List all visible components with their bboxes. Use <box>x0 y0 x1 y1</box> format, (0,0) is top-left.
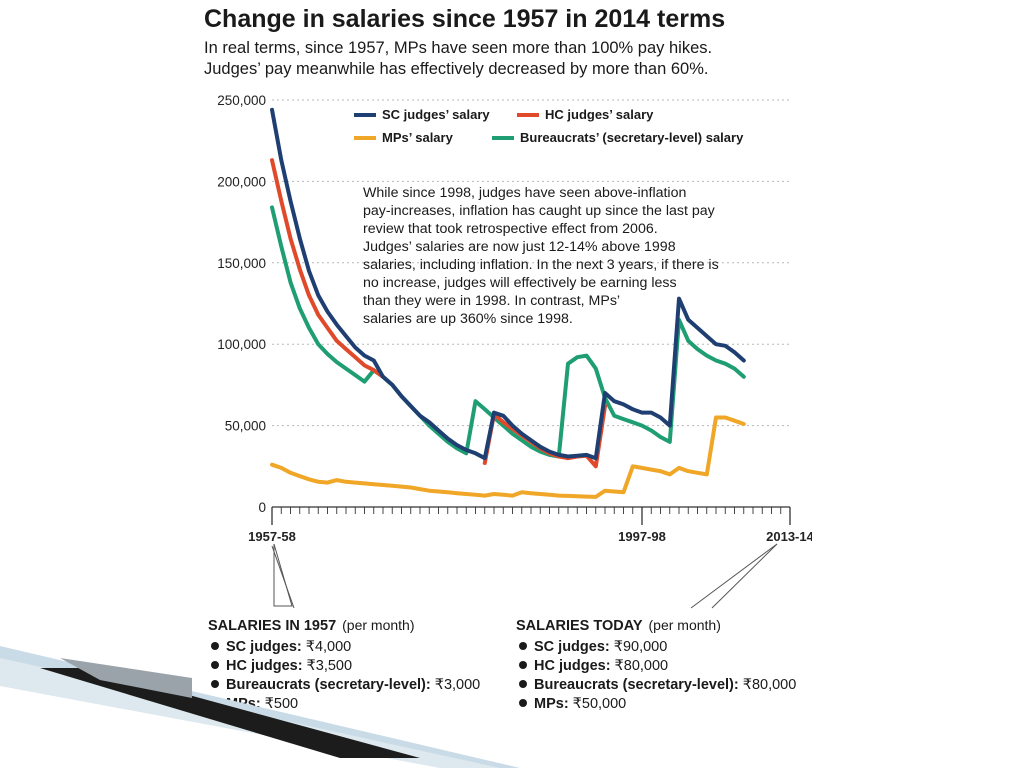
legend-item-hc-judges: HC judges’ salary <box>517 107 654 122</box>
item-label: Bureaucrats (secretary-level): <box>534 677 739 693</box>
annotation-text: While since 1998, judges have seen above… <box>363 185 719 327</box>
y-tick-label: 200,000 <box>217 174 266 189</box>
gridlines <box>272 99 790 427</box>
item-label: Bureaucrats (secretary-level): <box>226 677 431 693</box>
annotation-line: than they were in 1998. In contrast, MPs… <box>363 293 620 309</box>
legend-label-sc-judges: SC judges’ salary <box>382 107 490 122</box>
callout-left-edge <box>271 545 295 609</box>
bullet-icon <box>519 680 527 688</box>
box-today-heading: SALARIES TODAY (per month) <box>516 617 721 634</box>
bullet-icon <box>211 642 219 650</box>
box-1957-item: Bureaucrats (secretary-level): ₹3,000 <box>211 677 480 693</box>
item-label: HC judges: <box>226 658 303 674</box>
item-value: ₹80,000 <box>743 677 797 693</box>
item-label: MPs: <box>534 696 569 712</box>
annotation-line: salaries are up 360% since 1998. <box>363 311 573 327</box>
box-today-item: HC judges: ₹80,000 <box>519 658 668 674</box>
salaries-today-box: SALARIES TODAY (per month) SC judges: ₹90,… <box>516 617 796 712</box>
chart-title: Change in salaries since 1957 in 2014 te… <box>204 5 725 33</box>
item-value: ₹3,000 <box>435 677 481 693</box>
chart-subtitle-line-2: Judges’ pay meanwhile has effectively de… <box>204 60 708 78</box>
item-label: SC judges: <box>226 639 302 655</box>
x-tick-label: 1997-98 <box>618 529 666 544</box>
item-value: ₹90,000 <box>614 639 668 655</box>
y-tick-label: 150,000 <box>217 256 266 271</box>
x-tick-label: 2013-14 <box>766 529 812 544</box>
callout-left <box>273 543 293 607</box>
annotation-line: Judges’ salaries are now just 12-14% abo… <box>363 239 676 255</box>
bullet-icon <box>519 661 527 669</box>
y-tick-label: 250,000 <box>217 93 266 108</box>
annotation-line: no increase, judges will effectively be … <box>363 275 677 291</box>
chart-subtitle-line-1: In real terms, since 1957, MPs have seen… <box>204 39 712 57</box>
legend-item-mps: MPs’ salary <box>354 130 454 145</box>
x-tick-label: 1957-58 <box>248 529 296 544</box>
legend: SC judges’ salary HC judges’ salary MPs’… <box>354 107 744 145</box>
callout-right-edge-2 <box>711 543 778 609</box>
item-value: ₹50,000 <box>573 696 627 712</box>
annotation-line: review that took retrospective effect fr… <box>363 221 658 237</box>
item-value: ₹500 <box>265 696 298 712</box>
y-axis-ticks: 0 50,000 100,000 150,000 200,000 250,000 <box>217 93 266 515</box>
svg-text:MPs:₹50,000: MPs: ₹50,000 <box>534 696 626 712</box>
x-axis: 1957-58 1997-98 2013-14 <box>248 506 812 544</box>
y-tick-label: 0 <box>258 500 266 515</box>
legend-label-bureaucrats: Bureaucrats’ (secretary-level) salary <box>520 130 744 145</box>
box-1957-item: SC judges: ₹4,000 <box>211 639 351 655</box>
bullet-icon <box>211 680 219 688</box>
item-value: ₹80,000 <box>615 658 669 674</box>
bullet-icon <box>211 661 219 669</box>
box-1957-heading: SALARIES IN 1957 (per month) <box>208 617 415 634</box>
box-1957-item: HC judges: ₹3,500 <box>211 658 352 674</box>
item-value: ₹4,000 <box>306 639 352 655</box>
legend-item-sc-judges: SC judges’ salary <box>354 107 490 122</box>
series-line-sc-judges-salary <box>270 107 746 461</box>
box-today-item: SC judges: ₹90,000 <box>519 639 667 655</box>
y-tick-label: 100,000 <box>217 337 266 352</box>
svg-text:SC judges:₹4,000: SC judges: ₹4,000 <box>226 639 351 655</box>
series-line-bureaucrats-secretary-level-salary <box>270 205 746 459</box>
legend-label-hc-judges: HC judges’ salary <box>545 107 654 122</box>
box-today-item: Bureaucrats (secretary-level): ₹80,000 <box>519 677 796 693</box>
legend-item-bureaucrats: Bureaucrats’ (secretary-level) salary <box>492 130 744 145</box>
svg-text:Bureaucrats (secretary-level):: Bureaucrats (secretary-level): ₹3,000 <box>226 677 480 693</box>
item-label: HC judges: <box>534 658 611 674</box>
bullet-icon <box>519 642 527 650</box>
box-today-item: MPs: ₹50,000 <box>519 696 626 712</box>
corner-stripe-dark <box>40 668 420 758</box>
legend-label-mps: MPs’ salary <box>382 130 454 145</box>
bullet-icon <box>519 699 527 707</box>
chart-svg: Change in salaries since 1957 in 2014 te… <box>204 5 812 712</box>
callout-right-edge <box>690 543 778 609</box>
series-lines <box>270 107 746 499</box>
svg-text:Bureaucrats (secretary-level):: Bureaucrats (secretary-level): ₹80,000 <box>534 677 796 693</box>
svg-text:HC judges:₹3,500: HC judges: ₹3,500 <box>226 658 352 674</box>
annotation-line: pay-increases, inflation has caught up s… <box>363 203 716 219</box>
infographic: Change in salaries since 1957 in 2014 te… <box>192 0 812 716</box>
callout-connectors <box>271 543 778 609</box>
annotation-line: salaries, including inflation. In the ne… <box>363 257 719 273</box>
series-line-mps-salary <box>270 415 746 499</box>
series-line-hc-judges-salary <box>270 158 385 379</box>
item-value: ₹3,500 <box>307 658 353 674</box>
corner-stripe-grey <box>60 658 192 698</box>
annotation-line: While since 1998, judges have seen above… <box>363 185 686 201</box>
svg-text:HC judges:₹80,000: HC judges: ₹80,000 <box>534 658 668 674</box>
slide-corner-decoration <box>0 646 520 768</box>
y-tick-label: 50,000 <box>225 419 266 434</box>
item-label: SC judges: <box>534 639 610 655</box>
svg-text:SC judges:₹90,000: SC judges: ₹90,000 <box>534 639 667 655</box>
